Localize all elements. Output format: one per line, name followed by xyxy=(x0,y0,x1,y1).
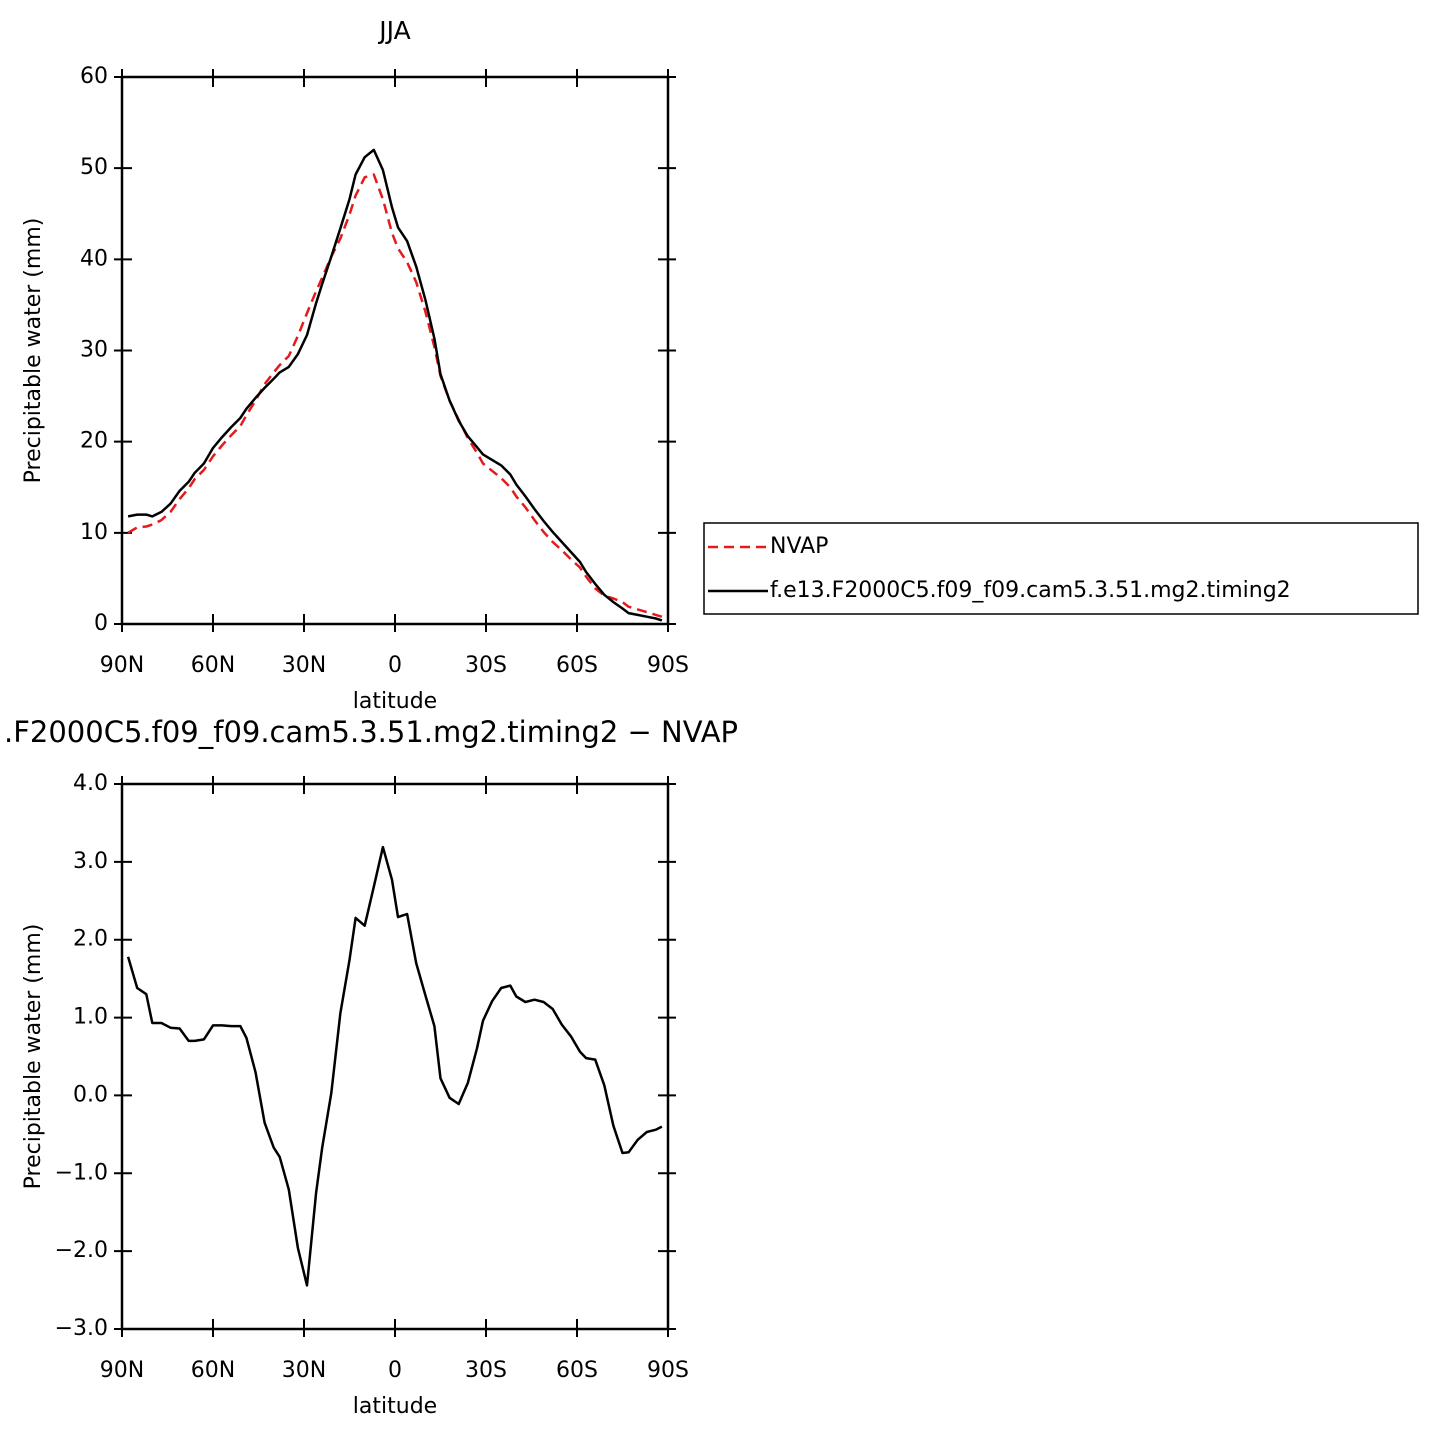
x-tick-label: 30S xyxy=(465,1358,507,1383)
x-tick-label: 90N xyxy=(100,1358,144,1383)
y-tick-label: −1.0 xyxy=(55,1160,108,1185)
y-tick-label: 60 xyxy=(80,64,108,89)
y-tick-label: 4.0 xyxy=(73,771,108,796)
x-tick-label: 60N xyxy=(191,1358,235,1383)
x-tick-label: 30S xyxy=(465,653,507,678)
data-line xyxy=(127,173,663,618)
data-line xyxy=(127,148,663,622)
y-tick-label: −2.0 xyxy=(55,1238,108,1263)
legend-box xyxy=(703,522,1419,615)
y-tick-label: 0 xyxy=(94,611,108,636)
x-tick-label: 0 xyxy=(388,653,402,678)
x-tick-label: 90S xyxy=(647,653,689,678)
x-axis-label: latitude xyxy=(353,689,437,714)
x-tick-label: 60S xyxy=(556,1358,598,1383)
y-axis-label: Precipitable water (mm) xyxy=(21,218,46,484)
x-tick-label: 60N xyxy=(191,653,235,678)
y-tick-label: 10 xyxy=(80,520,108,545)
y-tick-label: 3.0 xyxy=(73,849,108,874)
x-axis-label: latitude xyxy=(353,1394,437,1419)
legend-label: NVAP xyxy=(770,534,828,559)
y-tick-label: 2.0 xyxy=(73,927,108,952)
y-tick-label: 30 xyxy=(80,338,108,363)
x-tick-label: 60S xyxy=(556,653,598,678)
x-tick-label: 90S xyxy=(647,1358,689,1383)
chart-title: JJA xyxy=(377,16,410,45)
x-tick-label: 90N xyxy=(100,653,144,678)
data-line xyxy=(126,845,663,1287)
y-tick-label: 40 xyxy=(80,246,108,271)
legend-label: f.e13.F2000C5.f09_f09.cam5.3.51.mg2.timi… xyxy=(770,578,1291,603)
chart-title: .F2000C5.f09_f09.cam5.3.51.mg2.timing2 −… xyxy=(4,715,738,749)
y-tick-label: 50 xyxy=(80,155,108,180)
y-tick-label: 0.0 xyxy=(73,1082,108,1107)
y-tick-label: 1.0 xyxy=(73,1005,108,1030)
x-tick-label: 30N xyxy=(282,653,326,678)
y-tick-label: −3.0 xyxy=(55,1316,108,1341)
x-tick-label: 30N xyxy=(282,1358,326,1383)
plot-frame xyxy=(120,75,670,626)
x-tick-label: 0 xyxy=(388,1358,402,1383)
y-axis-label: Precipitable water (mm) xyxy=(21,924,46,1190)
y-tick-label: 20 xyxy=(80,429,108,454)
